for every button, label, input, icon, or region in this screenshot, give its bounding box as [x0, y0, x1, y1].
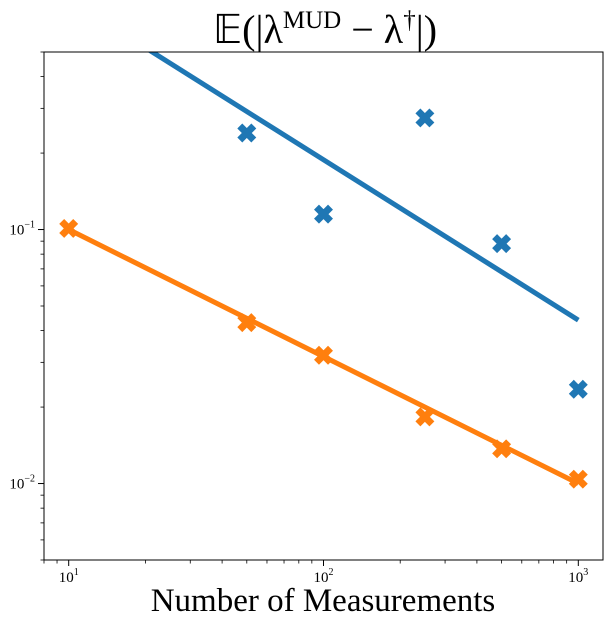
y-tick-label: 10−1	[9, 220, 35, 239]
x-axis-label: Number of Measurements	[151, 583, 496, 619]
series-2-marker	[492, 439, 512, 459]
series-1-marker	[314, 204, 333, 224]
title-part: 𝔼(|λ	[213, 7, 284, 52]
title-part: − λ	[341, 7, 404, 52]
series-2-marker	[59, 218, 79, 238]
series-2-marker	[237, 313, 257, 333]
title-part: MUD	[283, 7, 341, 34]
series-1-marker	[568, 379, 588, 399]
series-2-marker	[415, 407, 435, 427]
x-tick-label: 103	[568, 567, 588, 586]
chart-title: 𝔼(|λMUD − λ†|)	[213, 7, 437, 52]
series-2-marker	[314, 345, 333, 365]
series-2-marker	[568, 469, 588, 489]
series-1-marker	[415, 108, 435, 128]
title-part: †	[403, 7, 416, 34]
y-tick-label: 10−2	[9, 474, 35, 493]
axes: 101 102 103 10−2 10−1	[9, 51, 588, 586]
series-1-marker	[237, 123, 257, 143]
title-part: |)	[416, 7, 437, 52]
series-1-fit-line	[147, 52, 580, 323]
plot-frame	[43, 51, 604, 561]
x-tick-label: 102	[314, 567, 334, 586]
x-tick-label: 101	[59, 567, 79, 586]
plot-marks	[59, 52, 588, 489]
series-1-marker	[492, 234, 512, 254]
